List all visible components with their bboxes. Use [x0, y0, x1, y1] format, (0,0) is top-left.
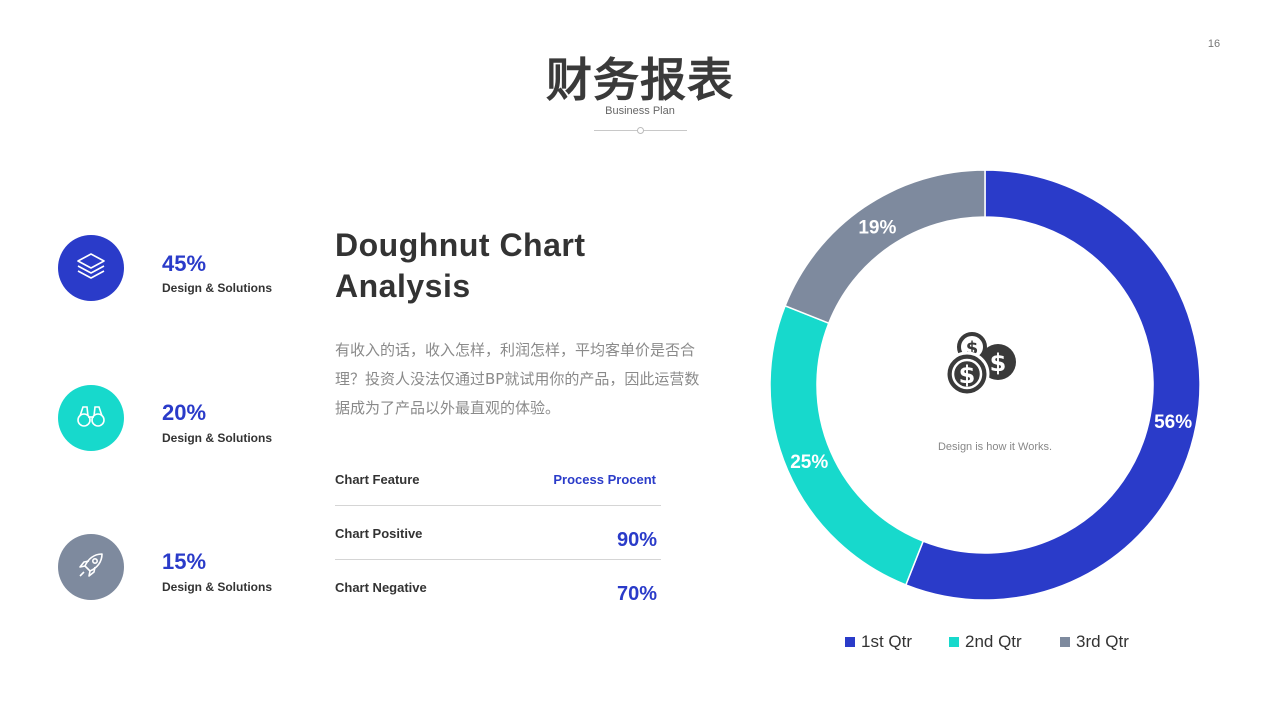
table-row-2-label: Chart Negative [335, 580, 427, 595]
doughnut-chart: 56% 25% 19% $ $ $ [769, 169, 1201, 601]
doughnut-slice-3 [784, 169, 986, 325]
stat-1-value: 45% [162, 251, 207, 276]
slice-label-3: 19% [858, 218, 896, 239]
legend-item-1st-qtr: 1st Qtr [845, 632, 912, 652]
stat-1-label: Design & Solutions [162, 281, 273, 295]
legend-label: 1st Qtr [861, 632, 913, 651]
stat-3-value: 15% [162, 549, 207, 574]
stat-2-circle [58, 385, 124, 451]
section-heading: Doughnut Chart Analysis [335, 225, 675, 307]
section-heading-line-1: Doughnut Chart [335, 227, 586, 263]
title-divider-dot [637, 127, 644, 134]
legend-item-2nd-qtr: 2nd Qtr [949, 632, 1022, 652]
page-subtitle: Business Plan [605, 105, 675, 117]
page-number: 16 [1207, 38, 1221, 50]
table-header-percent: Process Procent [553, 472, 656, 487]
svg-text:$: $ [990, 349, 1007, 377]
legend-swatch [845, 637, 855, 647]
table-divider [335, 559, 661, 560]
stat-2-value: 20% [162, 400, 207, 425]
table-row-1-value: 90% [616, 529, 657, 551]
legend-item-3rd-qtr: 3rd Qtr [1060, 632, 1129, 652]
stat-3-circle [58, 534, 124, 600]
section-description: 有收入的话，收入怎样，利润怎样，平均客单价是否合理？投资人没法仅通过BP就试用你… [335, 341, 700, 417]
stat-2-label: Design & Solutions [162, 431, 273, 445]
legend-label: 2nd Qtr [965, 632, 1022, 651]
layers-icon [74, 249, 108, 288]
svg-text:$: $ [959, 361, 976, 389]
legend-swatch [949, 637, 959, 647]
doughnut-slice-1 [904, 169, 1201, 601]
slice-label-2: 25% [790, 452, 828, 473]
rocket-icon [74, 548, 108, 587]
table-divider [335, 505, 661, 506]
stat-3-label: Design & Solutions [162, 580, 273, 594]
section-heading-line-2: Analysis [335, 268, 471, 304]
chart-center-text: Design is how it Works. [937, 441, 1053, 453]
slice-label-1: 56% [1154, 412, 1192, 433]
page-title: 财务报表 [546, 53, 734, 107]
dollar-coins-icon: $ $ $ [944, 332, 1016, 397]
binoculars-icon [74, 399, 108, 438]
legend-label: 3rd Qtr [1076, 632, 1129, 651]
table-row-1-label: Chart Positive [335, 526, 423, 541]
table-row-2-value: 70% [616, 583, 657, 605]
legend-swatch [1060, 637, 1070, 647]
stat-1-circle [58, 235, 124, 301]
table-header-feature: Chart Feature [335, 472, 420, 487]
